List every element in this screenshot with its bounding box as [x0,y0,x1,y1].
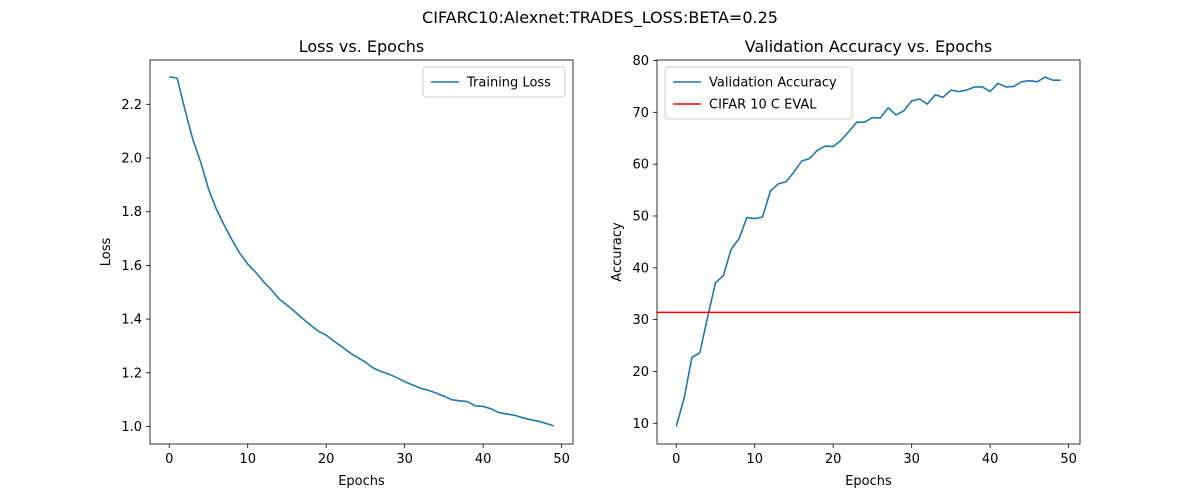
y-tick-label: 1.2 [121,366,142,381]
x-tick-label: 0 [165,452,173,467]
x-tick-label: 20 [825,452,842,467]
loss-axes-frame [149,59,574,445]
accuracy-chart: Validation Accuracy vs. Epochs 0 10 20 30 40 5… [610,37,1081,489]
accuracy-axes-frame [656,59,1081,445]
loss-chart: Loss vs. Epochs 0 10 20 30 40 50 1.0 1.2 1.4 1.6 1.… [99,37,574,489]
x-tick-label: 40 [475,452,492,467]
loss-y-axis-label: Loss [99,238,114,267]
accuracy-legend: Validation Accuracy CIFAR 10 C EVAL [664,66,853,120]
loss-legend: Training Loss [422,66,566,98]
accuracy-chart-title: Validation Accuracy vs. Epochs [745,37,993,56]
training-loss-line [169,76,555,427]
loss-chart-title: Loss vs. Epochs [299,37,424,56]
y-tick-label: 1.4 [121,313,142,328]
y-tick-label: 80 [632,54,649,69]
y-tick-label: 1.6 [121,259,142,274]
y-tick-label: 60 [632,158,649,173]
y-tick-label: 1.8 [121,205,142,220]
accuracy-plot-area [657,76,1080,427]
y-tick-label: 50 [632,209,649,224]
y-tick-label: 20 [632,365,649,380]
y-tick-label: 10 [632,417,649,432]
legend-label: Validation Accuracy [709,76,837,91]
x-tick-label: 50 [553,452,570,467]
legend-box [664,66,853,120]
accuracy-x-axis-label: Epochs [845,474,892,489]
y-tick-label: 2.0 [121,152,142,167]
y-tick-label: 30 [632,313,649,328]
x-tick-label: 10 [746,452,763,467]
loss-x-axis-label: Epochs [338,474,385,489]
x-tick-label: 20 [318,452,335,467]
figure-suptitle: CIFARC10:Alexnet:TRADES_LOSS:BETA=0.25 [422,8,778,28]
legend-label: CIFAR 10 C EVAL [709,98,817,113]
x-tick-label: 50 [1060,452,1077,467]
x-tick-label: 10 [239,452,256,467]
legend-label: Training Loss [466,76,551,91]
x-tick-label: 30 [396,452,413,467]
y-tick-label: 2.2 [121,98,142,113]
y-tick-label: 1.0 [121,420,142,435]
accuracy-y-axis-label: Accuracy [610,222,625,282]
x-tick-label: 40 [982,452,999,467]
y-tick-label: 70 [632,106,649,121]
x-tick-label: 0 [672,452,680,467]
validation-accuracy-line [675,76,1061,427]
loss-plot-area [169,76,555,427]
x-tick-label: 30 [903,452,920,467]
legend-box [422,66,566,98]
y-tick-label: 40 [632,261,649,276]
